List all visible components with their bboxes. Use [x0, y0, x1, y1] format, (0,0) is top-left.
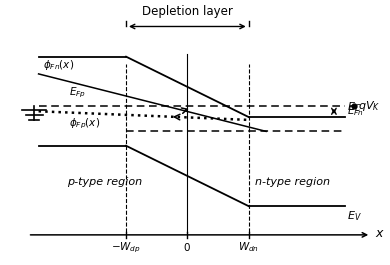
- Text: Depletion layer: Depletion layer: [142, 5, 233, 18]
- Text: $E_C$: $E_C$: [347, 100, 362, 114]
- Text: n-type region: n-type region: [255, 177, 330, 187]
- Text: p-type region: p-type region: [67, 177, 142, 187]
- Text: $x$: $x$: [376, 227, 385, 240]
- Text: $-W_{dp}$: $-W_{dp}$: [111, 241, 141, 255]
- Text: $E_V$: $E_V$: [347, 209, 362, 223]
- Text: $0$: $0$: [183, 241, 191, 253]
- Text: $W_{dn}$: $W_{dn}$: [238, 241, 259, 254]
- Text: $E_{Fn}$: $E_{Fn}$: [347, 104, 364, 118]
- Text: $E_{Fp}$: $E_{Fp}$: [69, 85, 86, 100]
- Text: $\phi_{Fn}(x)$: $\phi_{Fn}(x)$: [43, 59, 74, 72]
- Text: $\phi_{Fp}(x)$: $\phi_{Fp}(x)$: [69, 117, 101, 131]
- Text: $qV_K$: $qV_K$: [358, 99, 380, 113]
